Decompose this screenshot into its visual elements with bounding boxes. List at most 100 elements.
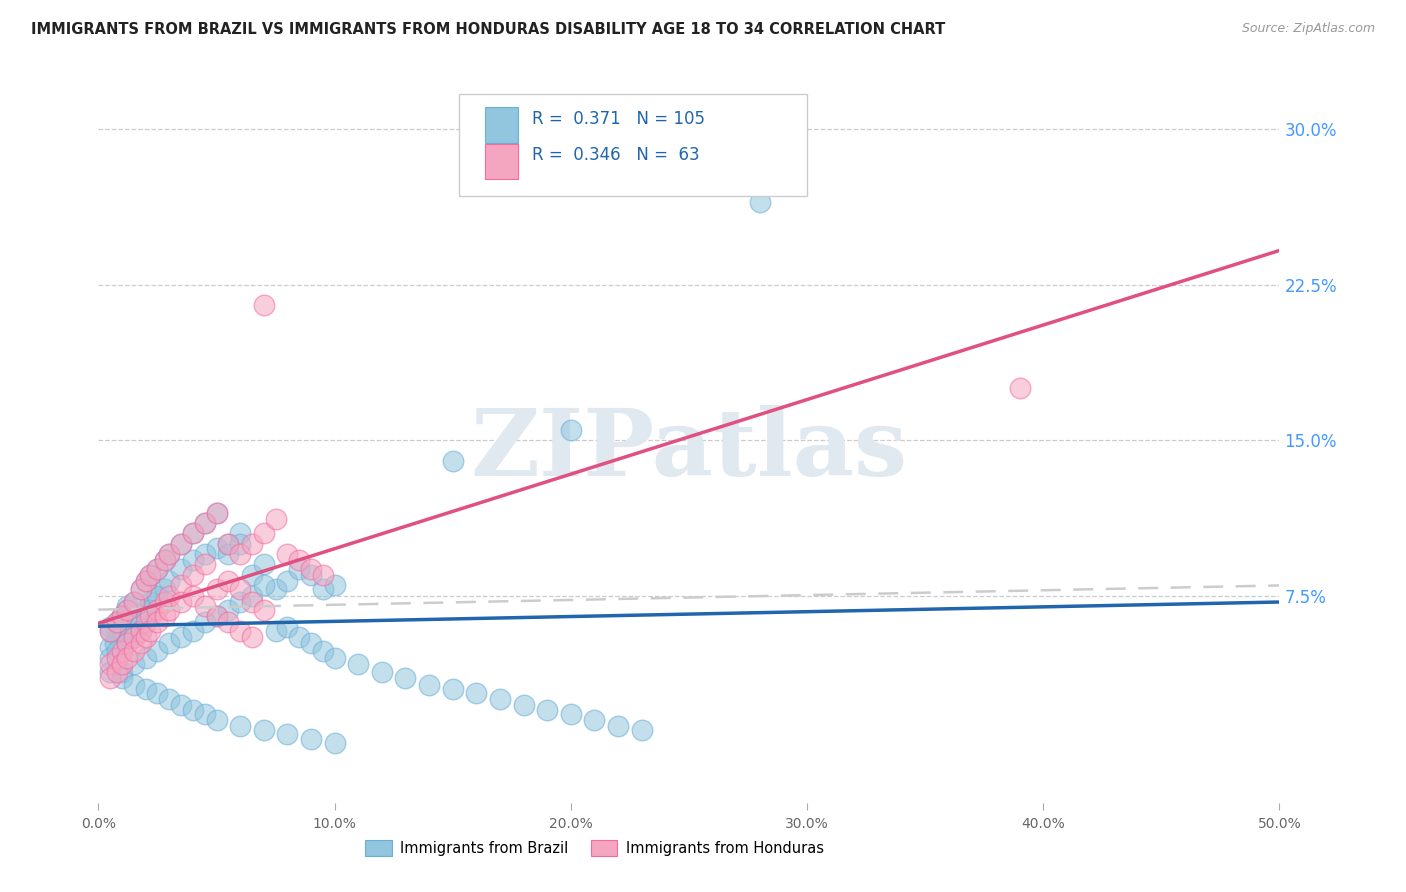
Point xyxy=(139,595,162,609)
Point xyxy=(299,567,322,582)
Point xyxy=(129,582,152,597)
Point xyxy=(229,547,252,561)
Point xyxy=(139,609,162,624)
Point xyxy=(122,630,145,644)
Point xyxy=(181,567,204,582)
Point xyxy=(170,698,193,713)
Point xyxy=(323,578,346,592)
Point xyxy=(135,574,157,588)
Point xyxy=(276,727,298,741)
Point xyxy=(253,298,276,312)
Point xyxy=(181,526,204,541)
Point xyxy=(560,423,582,437)
Point xyxy=(146,589,169,603)
Point xyxy=(135,574,157,588)
Point xyxy=(157,603,180,617)
Point xyxy=(264,582,287,597)
Point xyxy=(512,698,534,713)
Point xyxy=(229,537,252,551)
Point xyxy=(323,736,346,750)
Point xyxy=(153,582,176,597)
Point xyxy=(748,194,770,209)
Point xyxy=(240,630,263,644)
Point xyxy=(146,644,169,658)
Point xyxy=(194,516,217,530)
Point xyxy=(240,595,263,609)
Point xyxy=(129,636,152,650)
Point xyxy=(312,644,335,658)
Point xyxy=(583,713,606,727)
Point xyxy=(217,537,239,551)
Point xyxy=(115,636,138,650)
Point xyxy=(170,630,193,644)
Point xyxy=(122,644,145,658)
Point xyxy=(394,672,416,686)
Point xyxy=(299,561,322,575)
Point xyxy=(299,636,322,650)
Point xyxy=(170,595,193,609)
Point xyxy=(111,624,134,638)
Point xyxy=(98,672,121,686)
Point xyxy=(111,609,134,624)
FancyBboxPatch shape xyxy=(485,107,517,143)
Point xyxy=(129,624,152,638)
Point xyxy=(217,537,239,551)
Point xyxy=(194,516,217,530)
Point xyxy=(229,624,252,638)
Point xyxy=(276,619,298,633)
Point xyxy=(129,582,152,597)
Point xyxy=(181,624,204,638)
Point xyxy=(146,615,169,630)
Legend: Immigrants from Brazil, Immigrants from Honduras: Immigrants from Brazil, Immigrants from … xyxy=(360,834,830,862)
Point xyxy=(129,624,152,638)
Point xyxy=(288,561,311,575)
Point xyxy=(264,512,287,526)
Text: Source: ZipAtlas.com: Source: ZipAtlas.com xyxy=(1241,22,1375,36)
Point xyxy=(441,681,464,696)
Point xyxy=(105,630,128,644)
Point xyxy=(194,599,217,613)
Point xyxy=(347,657,370,671)
Point xyxy=(205,541,228,555)
Point xyxy=(111,672,134,686)
Text: IMMIGRANTS FROM BRAZIL VS IMMIGRANTS FROM HONDURAS DISABILITY AGE 18 TO 34 CORRE: IMMIGRANTS FROM BRAZIL VS IMMIGRANTS FRO… xyxy=(31,22,945,37)
Point xyxy=(157,692,180,706)
Point xyxy=(146,603,169,617)
Point xyxy=(276,574,298,588)
Point xyxy=(630,723,652,738)
Point xyxy=(217,547,239,561)
Point xyxy=(146,561,169,575)
Point xyxy=(105,615,128,630)
Point xyxy=(115,603,138,617)
Point xyxy=(181,526,204,541)
Point xyxy=(312,567,335,582)
Point xyxy=(288,553,311,567)
Point xyxy=(157,547,180,561)
Point xyxy=(118,630,141,644)
Point xyxy=(288,630,311,644)
Point xyxy=(323,650,346,665)
Point xyxy=(98,640,121,655)
Point xyxy=(157,547,180,561)
Point xyxy=(465,686,488,700)
Point xyxy=(135,650,157,665)
Text: R =  0.346   N =  63: R = 0.346 N = 63 xyxy=(531,146,700,164)
Point xyxy=(418,678,440,692)
Point xyxy=(153,553,176,567)
Point xyxy=(139,567,162,582)
Point xyxy=(157,589,180,603)
Point xyxy=(105,650,128,665)
Point xyxy=(105,615,128,630)
Point xyxy=(253,578,276,592)
Point xyxy=(146,686,169,700)
Point xyxy=(104,636,127,650)
Point xyxy=(181,702,204,716)
Point xyxy=(181,589,204,603)
Point xyxy=(441,454,464,468)
Point xyxy=(194,706,217,721)
Point xyxy=(115,650,138,665)
Point xyxy=(205,582,228,597)
Point xyxy=(205,609,228,624)
Point xyxy=(170,537,193,551)
Point xyxy=(253,603,276,617)
